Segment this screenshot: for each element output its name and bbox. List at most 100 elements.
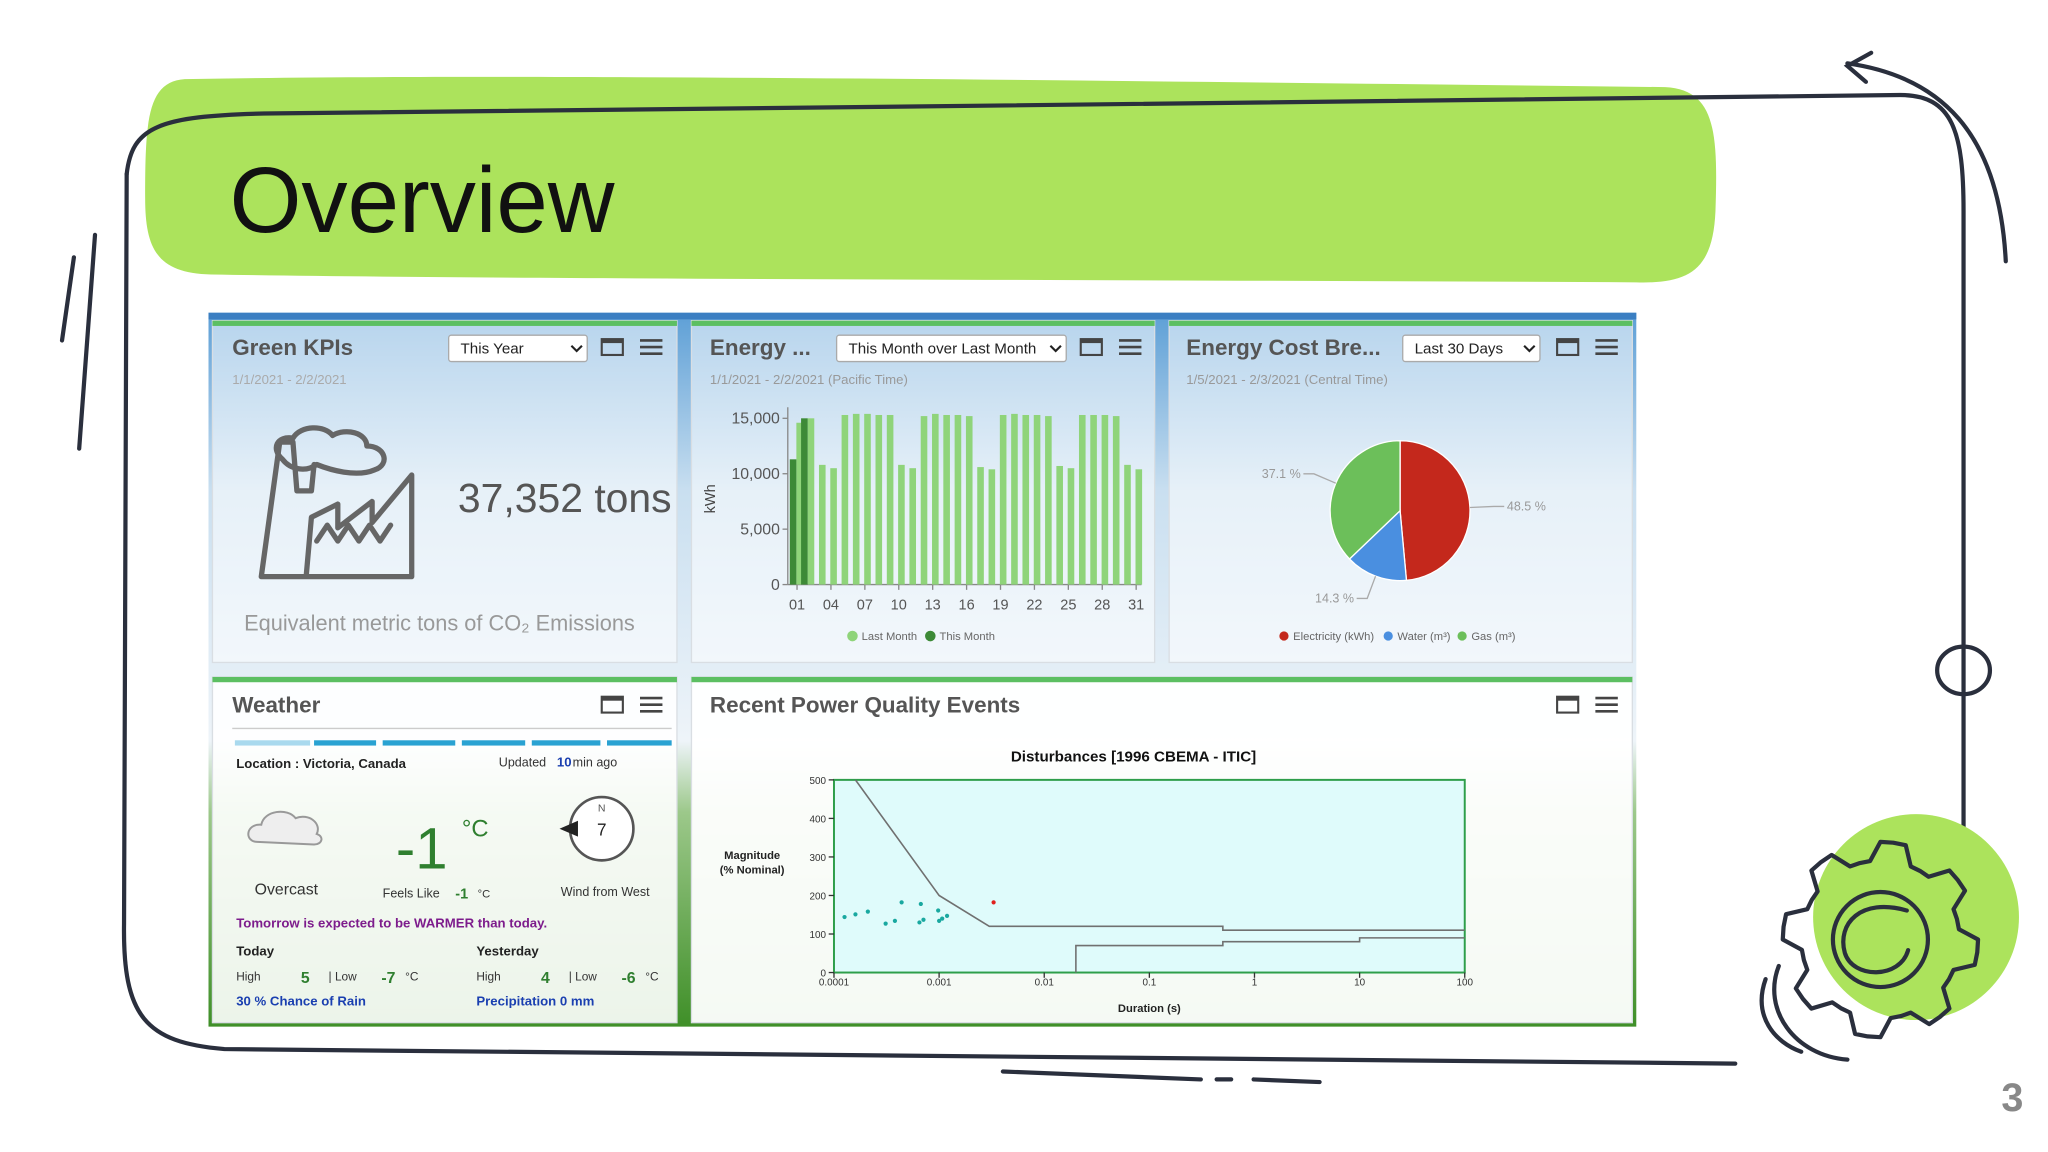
bar xyxy=(965,416,973,585)
bar xyxy=(943,414,950,585)
legend-label: Electricity (kWh) xyxy=(1293,631,1374,643)
data-point xyxy=(899,900,904,905)
kpi-value: 37,352 tons xyxy=(458,475,672,521)
x-tick-label: 10 xyxy=(1354,978,1365,989)
temperature-unit: °C xyxy=(462,816,489,843)
dropdown-arrow xyxy=(1049,344,1062,353)
data-point xyxy=(917,920,922,925)
data-point xyxy=(842,914,847,920)
data-point xyxy=(865,909,870,914)
date-range: 1/1/2021 - 2/2/2021 xyxy=(232,372,346,387)
weather-bar-segment xyxy=(234,740,311,746)
menu-button[interactable] xyxy=(1595,696,1618,713)
weather-bar-segment xyxy=(382,740,456,746)
y-tick-label: 10,000 xyxy=(731,466,780,483)
x-tick-label: 1 xyxy=(1252,978,1258,989)
dashboard-top-bar xyxy=(208,312,1637,320)
gear-icon xyxy=(1841,904,1911,975)
pie-value-label: 48.5 % xyxy=(1507,499,1546,513)
bar xyxy=(886,414,894,585)
y-tick-label: 5,000 xyxy=(740,521,780,538)
wind-arrow xyxy=(559,820,578,837)
forecast: Tomorrow is expected to be WARMER than t… xyxy=(236,916,547,931)
widget-top-border xyxy=(691,320,1155,326)
legend-swatch[interactable] xyxy=(1457,631,1467,641)
legend-swatch[interactable] xyxy=(1279,631,1289,641)
y-axis-label: (% Nominal) xyxy=(720,865,785,877)
bar xyxy=(807,418,815,585)
low-label: | Low xyxy=(569,969,598,983)
bar xyxy=(830,468,837,585)
updated-unit: min ago xyxy=(573,756,618,770)
y-axis-label: kWh xyxy=(703,484,719,513)
x-tick-label: 16 xyxy=(959,598,975,614)
gear-icon xyxy=(1830,889,1931,990)
menu-button[interactable] xyxy=(640,339,663,355)
day-note: 30 % Chance of Rain xyxy=(236,994,366,1009)
weather-bar-segment xyxy=(607,740,672,746)
date-range: 1/5/2021 - 2/3/2021 (Central Time) xyxy=(1186,372,1388,387)
menu-button[interactable] xyxy=(1595,339,1618,355)
bar xyxy=(954,414,962,585)
dropdown[interactable] xyxy=(448,334,588,363)
wind-speed: 7 xyxy=(597,819,607,839)
temperature-unit: °C xyxy=(405,969,419,983)
tolerance-curve xyxy=(1075,937,1465,973)
y-tick-label: 400 xyxy=(810,814,827,825)
menu-button[interactable] xyxy=(1119,339,1142,355)
bar xyxy=(864,413,871,585)
feels-like: -1 xyxy=(455,887,468,903)
widget-top-border xyxy=(691,676,1633,683)
y-axis-label: Magnitude xyxy=(724,850,780,862)
leader-line xyxy=(1356,575,1377,600)
widget-panel xyxy=(211,320,678,664)
legend-swatch[interactable] xyxy=(847,630,858,642)
data-point xyxy=(853,912,858,917)
bar xyxy=(841,414,849,585)
x-tick-label: 0.01 xyxy=(1035,978,1055,989)
bar xyxy=(875,414,883,585)
bar xyxy=(1011,413,1018,585)
y-tick-label: 100 xyxy=(810,930,827,941)
y-tick-label: 300 xyxy=(810,853,827,864)
bar xyxy=(1112,416,1120,585)
temperature: -1 xyxy=(396,816,448,881)
widget-top-border xyxy=(212,320,677,326)
temperature-unit: °C xyxy=(645,969,659,983)
bar xyxy=(898,464,905,585)
pie-value-label: 14.3 % xyxy=(1315,591,1354,605)
day-label: Yesterday xyxy=(476,943,539,958)
dropdown[interactable] xyxy=(835,334,1067,363)
widget-title: Energy ... xyxy=(710,335,811,360)
menu-button[interactable] xyxy=(640,696,663,713)
high-label: High xyxy=(236,969,260,983)
bar xyxy=(920,416,928,585)
bar xyxy=(1067,468,1075,585)
header-blob xyxy=(145,76,1717,283)
legend-swatch[interactable] xyxy=(1383,631,1393,641)
widget-title: Green KPIs xyxy=(232,335,353,360)
legend-label: Last Month xyxy=(862,631,917,643)
widget-title: Recent Power Quality Events xyxy=(710,693,1020,718)
updated-label: Updated xyxy=(499,756,546,770)
chart-title: Disturbances [1996 CBEMA - ITIC] xyxy=(1011,748,1256,765)
sketch-strokes xyxy=(59,232,1322,1085)
x-tick-label: 25 xyxy=(1060,598,1076,614)
x-axis-label: Duration (s) xyxy=(1118,1003,1181,1015)
bar xyxy=(801,418,808,585)
data-point xyxy=(918,901,923,907)
bar xyxy=(1078,414,1086,585)
sketch-frame xyxy=(124,92,1966,834)
feels-like-label: Feels Like xyxy=(383,886,440,900)
legend-swatch[interactable] xyxy=(925,630,936,642)
dropdown[interactable] xyxy=(1402,334,1541,363)
widget-top-border xyxy=(212,676,677,683)
low-value: -6 xyxy=(622,970,636,987)
updated-minutes: 10 xyxy=(557,755,572,770)
location: Location : Victoria, Canada xyxy=(236,756,406,771)
low-label: | Low xyxy=(329,969,358,983)
y-tick-label: 200 xyxy=(810,891,827,902)
bar xyxy=(796,422,803,585)
pie-slice xyxy=(1348,509,1408,582)
maximize-button-bar xyxy=(1080,339,1102,344)
